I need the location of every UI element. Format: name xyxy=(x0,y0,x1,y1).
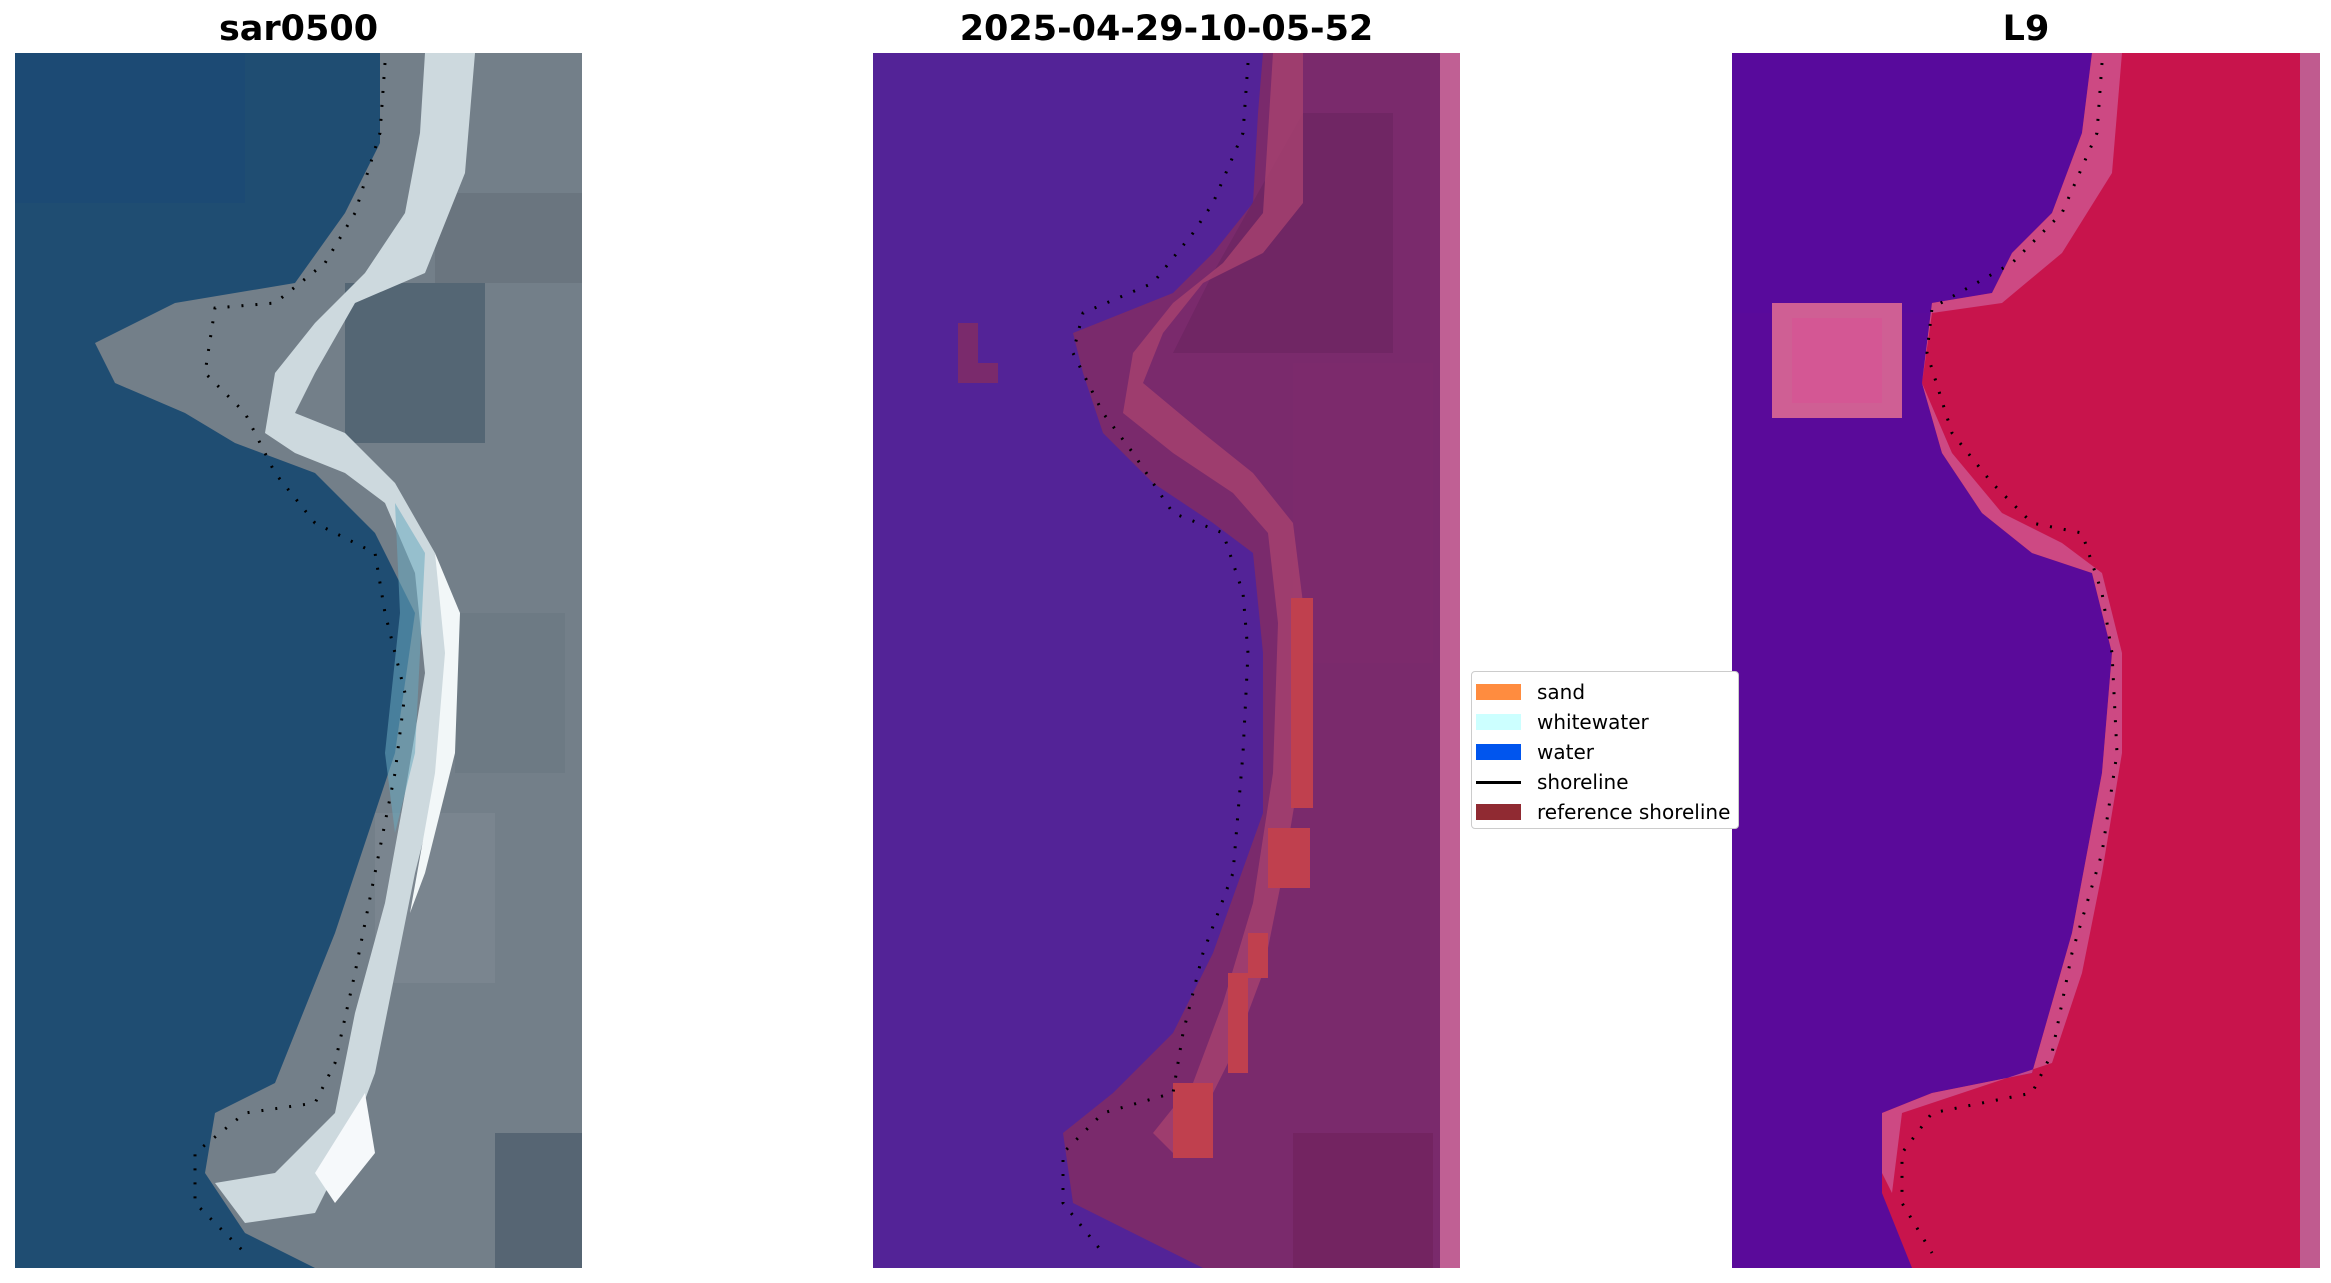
legend-swatch-whitewater xyxy=(1476,714,1521,730)
legend-swatch-sand xyxy=(1476,684,1521,700)
legend-swatch-reference-shoreline xyxy=(1476,804,1521,820)
legend-item-shoreline: shoreline xyxy=(1476,770,1629,794)
panel-title-classified: 2025-04-29-10-05-52 xyxy=(959,9,1374,49)
legend-item-water: water xyxy=(1476,740,1594,764)
legend-label: whitewater xyxy=(1537,710,1649,734)
panel-title-index: L9 xyxy=(2002,9,2050,49)
legend-swatch-shoreline xyxy=(1476,780,1521,784)
rgb-satellite-image xyxy=(15,53,582,1268)
legend-label: reference shoreline xyxy=(1537,800,1731,824)
legend-label: water xyxy=(1537,740,1594,764)
panel-title-rgb: sar0500 xyxy=(218,9,379,49)
legend-label: shoreline xyxy=(1537,770,1629,794)
legend-item-whitewater: whitewater xyxy=(1476,710,1649,734)
classified-image xyxy=(873,53,1460,1268)
legend-item-reference-shoreline: reference shoreline xyxy=(1476,800,1730,824)
legend-swatch-water xyxy=(1476,744,1521,760)
legend-item-sand: sand xyxy=(1476,680,1585,704)
legend-label: sand xyxy=(1537,680,1586,704)
index-image xyxy=(1732,53,2320,1268)
legend: sand whitewater water shoreline referenc… xyxy=(1471,671,1739,829)
